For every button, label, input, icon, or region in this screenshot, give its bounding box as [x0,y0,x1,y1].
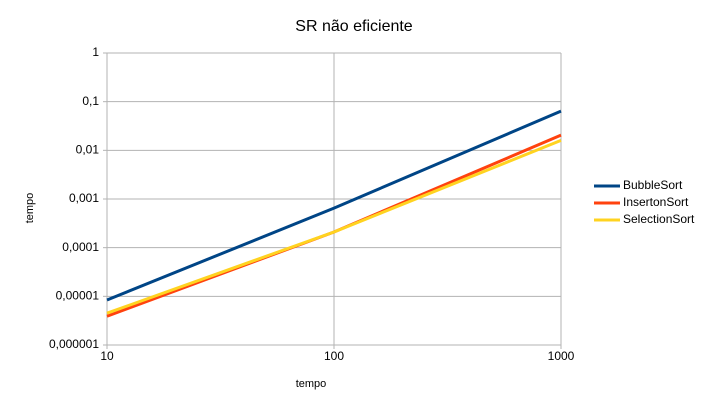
x-tick-label: 10 [100,349,114,363]
y-tick-label: 0,001 [69,191,99,205]
y-tick-label: 0,01 [76,143,100,157]
series-line [106,109,562,302]
x-tick-label: 100 [324,349,344,363]
series-line [106,139,562,315]
x-tick-label: 1000 [548,349,575,363]
y-tick-label: 0,1 [82,94,99,108]
legend-label: InsertonSort [623,195,689,209]
chart-title: SR não eficiente [295,18,413,35]
y-tick-label: 0,0001 [62,240,99,254]
x-axis-label: tempo [296,378,327,390]
legend-label: SelectionSort [623,212,695,226]
y-tick-label: 0,000001 [49,337,99,351]
legend-label: BubbleSort [623,178,683,192]
y-axis-label: tempo [24,193,36,224]
y-tick-label: 0,00001 [56,289,100,303]
y-tick-label: 1 [92,45,99,59]
